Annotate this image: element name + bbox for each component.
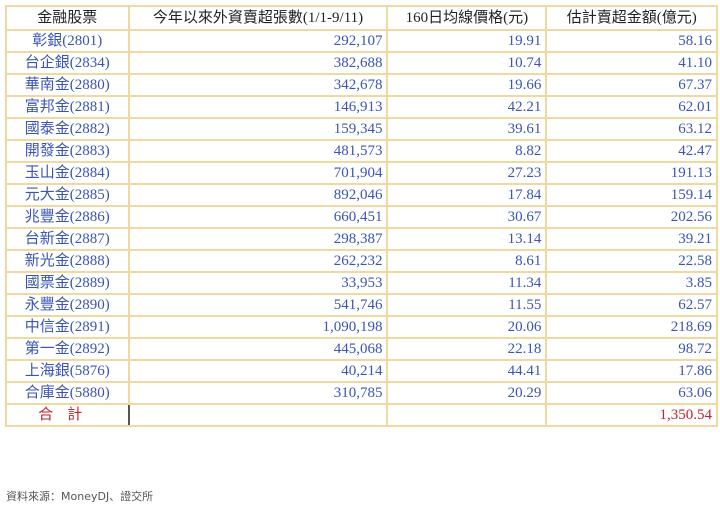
ma160-price: 19.66 [386, 73, 548, 97]
table-row: 第一金(2892) 445,068 22.18 98.72 [5, 337, 718, 361]
stock-name: 開發金(2883) [5, 139, 130, 163]
column-header: 估計賣超金額(億元) [545, 5, 718, 31]
sell-amount: 39.21 [545, 227, 718, 251]
stock-name: 國泰金(2882) [5, 117, 130, 141]
ma160-price: 17.84 [386, 183, 548, 207]
sell-amount: 98.72 [545, 337, 718, 361]
source-note: 資料來源：MoneyDJ、證交所 [6, 490, 154, 503]
table-row: 兆豐金(2886) 660,451 30.67 202.56 [5, 205, 718, 229]
stock-name: 彰銀(2801) [5, 29, 130, 53]
table-row: 中信金(2891) 1,090,198 20.06 218.69 [5, 315, 718, 339]
table-row: 元大金(2885) 892,046 17.84 159.14 [5, 183, 718, 207]
sell-amount: 42.47 [545, 139, 718, 163]
stock-name: 中信金(2891) [5, 315, 130, 339]
sell-amount: 218.69 [545, 315, 718, 339]
sell-volume: 33,953 [127, 271, 389, 295]
sell-volume: 262,232 [127, 249, 389, 273]
sell-amount: 3.85 [545, 271, 718, 295]
sell-amount: 191.13 [545, 161, 718, 185]
ma160-price: 8.61 [386, 249, 548, 273]
sell-volume: 40,214 [127, 359, 389, 383]
sell-volume: 342,678 [127, 73, 389, 97]
sell-volume: 310,785 [127, 381, 389, 405]
sell-volume: 701,904 [127, 161, 389, 185]
sell-volume: 292,107 [127, 29, 389, 53]
stock-name: 玉山金(2884) [5, 161, 130, 185]
ma160-price: 22.18 [386, 337, 548, 361]
sell-amount: 63.06 [545, 381, 718, 405]
ma160-price: 11.55 [386, 293, 548, 317]
table-row: 國票金(2889) 33,953 11.34 3.85 [5, 271, 718, 295]
ma160-price: 39.61 [386, 117, 548, 141]
ma160-price: 20.29 [386, 381, 548, 405]
ma160-price: 11.34 [386, 271, 548, 295]
stock-name: 第一金(2892) [5, 337, 130, 361]
table-row: 開發金(2883) 481,573 8.82 42.47 [5, 139, 718, 163]
table-row: 合庫金(5880) 310,785 20.29 63.06 [5, 381, 718, 405]
table-row: 彰銀(2801) 292,107 19.91 58.16 [5, 29, 718, 53]
sell-amount: 62.01 [545, 95, 718, 119]
stock-name: 華南金(2880) [5, 73, 130, 97]
stock-name: 富邦金(2881) [5, 95, 130, 119]
sell-volume: 382,688 [127, 51, 389, 75]
ma160-price: 19.91 [386, 29, 548, 53]
table-row: 台新金(2887) 298,387 13.14 39.21 [5, 227, 718, 251]
sell-amount: 63.12 [545, 117, 718, 141]
table-row: 上海銀(5876) 40,214 44.41 17.86 [5, 359, 718, 383]
stock-name: 國票金(2889) [5, 271, 130, 295]
sell-volume: 146,913 [127, 95, 389, 119]
sell-amount: 58.16 [545, 29, 718, 53]
sell-amount: 41.10 [545, 51, 718, 75]
total-row: 合計 1,350.54 [5, 403, 718, 427]
foreign-sell-table: 金融股票 今年以來外資賣超張數(1/1-9/11) 160日均線價格(元) 估計賣超金… [5, 5, 718, 427]
ma160-price: 8.82 [386, 139, 548, 163]
table-row: 台企銀(2834) 382,688 10.74 41.10 [5, 51, 718, 75]
total-amount: 1,350.54 [545, 403, 718, 427]
ma160-price: 10.74 [386, 51, 548, 75]
table-row: 玉山金(2884) 701,904 27.23 191.13 [5, 161, 718, 185]
stock-name: 元大金(2885) [5, 183, 130, 207]
column-header: 金融股票 [5, 5, 130, 31]
ma160-price: 20.06 [386, 315, 548, 339]
sell-volume: 445,068 [127, 337, 389, 361]
sell-amount: 202.56 [545, 205, 718, 229]
stock-name: 台新金(2887) [5, 227, 130, 251]
ma160-price: 27.23 [386, 161, 548, 185]
sell-volume: 892,046 [127, 183, 389, 207]
stock-name: 上海銀(5876) [5, 359, 130, 383]
total-label: 合計 [5, 403, 130, 427]
sell-volume: 1,090,198 [127, 315, 389, 339]
stock-name: 合庫金(5880) [5, 381, 130, 405]
sell-volume: 660,451 [127, 205, 389, 229]
table-row: 富邦金(2881) 146,913 42.21 62.01 [5, 95, 718, 119]
sell-volume: 159,345 [127, 117, 389, 141]
sell-amount: 22.58 [545, 249, 718, 273]
empty-cell [127, 403, 389, 427]
table-row: 華南金(2880) 342,678 19.66 67.37 [5, 73, 718, 97]
table-row: 永豐金(2890) 541,746 11.55 62.57 [5, 293, 718, 317]
stock-name: 兆豐金(2886) [5, 205, 130, 229]
ma160-price: 42.21 [386, 95, 548, 119]
header-row: 金融股票 今年以來外資賣超張數(1/1-9/11) 160日均線價格(元) 估計賣超金… [5, 5, 718, 31]
sell-amount: 17.86 [545, 359, 718, 383]
sell-volume: 541,746 [127, 293, 389, 317]
sell-volume: 481,573 [127, 139, 389, 163]
column-header: 今年以來外資賣超張數(1/1-9/11) [127, 5, 389, 31]
stock-name: 新光金(2888) [5, 249, 130, 273]
column-header: 160日均線價格(元) [386, 5, 548, 31]
ma160-price: 30.67 [386, 205, 548, 229]
table-row: 國泰金(2882) 159,345 39.61 63.12 [5, 117, 718, 141]
stock-name: 永豐金(2890) [5, 293, 130, 317]
empty-cell [386, 403, 548, 427]
sell-amount: 159.14 [545, 183, 718, 207]
table-row: 新光金(2888) 262,232 8.61 22.58 [5, 249, 718, 273]
sell-volume: 298,387 [127, 227, 389, 251]
sell-amount: 62.57 [545, 293, 718, 317]
ma160-price: 44.41 [386, 359, 548, 383]
stock-name: 台企銀(2834) [5, 51, 130, 75]
sell-amount: 67.37 [545, 73, 718, 97]
ma160-price: 13.14 [386, 227, 548, 251]
